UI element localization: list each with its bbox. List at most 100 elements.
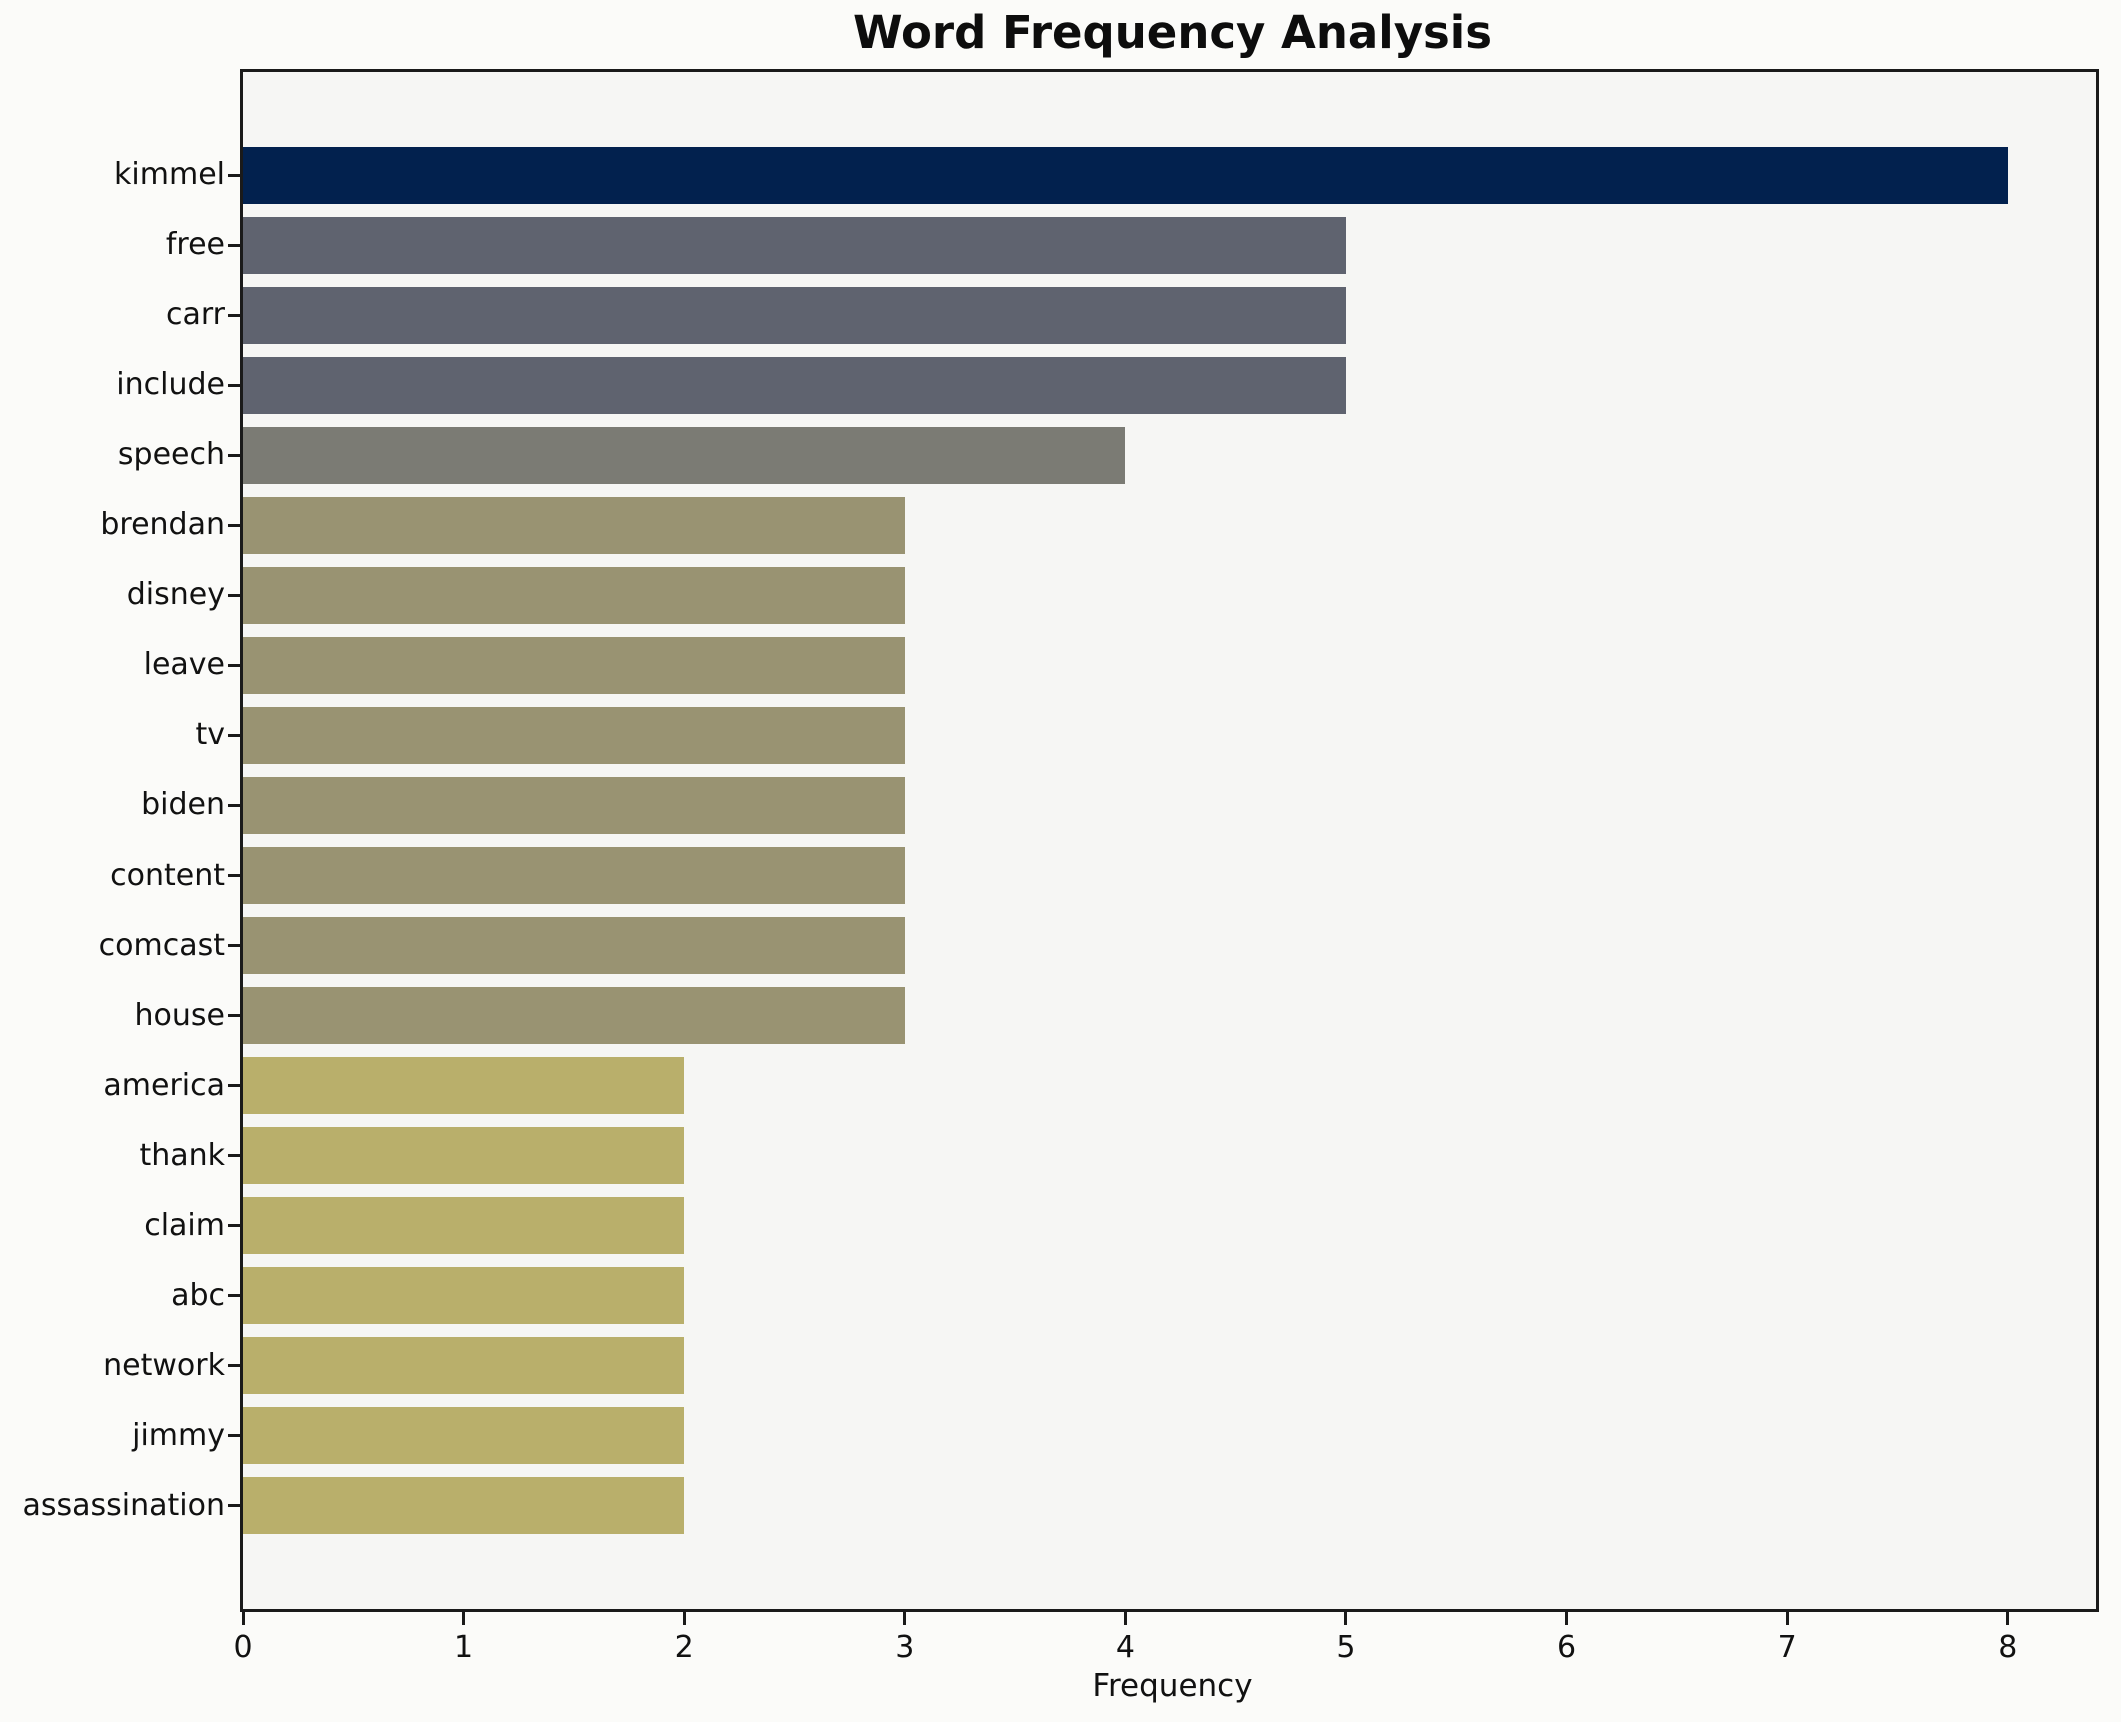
x-tick (241, 1612, 245, 1625)
y-tick (228, 803, 240, 807)
y-tick-label-disney: disney (126, 577, 225, 613)
bar-row (243, 146, 2096, 204)
bar-row (243, 1197, 2096, 1255)
bar-row (243, 636, 2096, 694)
x-tick (2006, 1612, 2010, 1625)
x-tick (462, 1612, 466, 1625)
x-tick-label-3: 3 (895, 1630, 915, 1665)
bar-include (243, 356, 1346, 414)
x-tick-label-7: 7 (1777, 1630, 1797, 1665)
y-tick-label-house: house (134, 997, 225, 1033)
bar-biden (243, 776, 905, 834)
y-tick (228, 663, 240, 667)
x-tick (682, 1612, 686, 1625)
y-tick-label-kimmel: kimmel (114, 157, 225, 193)
y-tick (228, 1224, 240, 1228)
y-tick-label-america: america (103, 1067, 225, 1103)
bar-row (243, 286, 2096, 344)
bar-assassination (243, 1477, 685, 1535)
bar-row (243, 847, 2096, 905)
y-tick (228, 453, 240, 457)
y-tick-label-speech: speech (117, 437, 225, 473)
bar-tv (243, 706, 905, 764)
x-tick (903, 1612, 907, 1625)
y-tick-label-biden: biden (141, 787, 225, 823)
bar-row (243, 987, 2096, 1045)
y-tick-label-assassination: assassination (22, 1487, 226, 1523)
bar-leave (243, 636, 905, 694)
bar-jimmy (243, 1407, 685, 1465)
bar-row (243, 1267, 2096, 1325)
bar-speech (243, 426, 1126, 484)
x-tick-label-2: 2 (674, 1630, 694, 1665)
bar-row (243, 706, 2096, 764)
y-tick-label-free: free (165, 227, 225, 263)
bar-row (243, 776, 2096, 834)
y-tick-label-include: include (116, 367, 225, 403)
y-tick (228, 383, 240, 387)
y-tick (228, 733, 240, 737)
bar-row (243, 1337, 2096, 1395)
bar-row (243, 1477, 2096, 1535)
y-tick-label-leave: leave (143, 647, 225, 683)
bar-row (243, 917, 2096, 975)
plot-area (240, 69, 2099, 1612)
x-tick (1123, 1612, 1127, 1625)
y-tick (228, 523, 240, 527)
y-tick (228, 593, 240, 597)
y-tick-label-brendan: brendan (100, 507, 225, 543)
bar-kimmel (243, 146, 2008, 204)
x-tick-label-1: 1 (454, 1630, 474, 1665)
y-tick (228, 1084, 240, 1088)
bar-comcast (243, 917, 905, 975)
bar-row (243, 1407, 2096, 1465)
x-tick (1344, 1612, 1348, 1625)
y-tick (228, 1504, 240, 1508)
x-tick-label-4: 4 (1115, 1630, 1135, 1665)
y-tick (228, 874, 240, 878)
x-tick (1785, 1612, 1789, 1625)
x-axis-title: Frequency (1092, 1668, 1253, 1704)
bar-row (243, 496, 2096, 554)
bars-layer (243, 72, 2096, 1609)
y-tick-label-tv: tv (195, 717, 225, 753)
bar-carr (243, 286, 1346, 344)
y-tick-label-jimmy: jimmy (132, 1417, 225, 1453)
x-tick-label-8: 8 (1998, 1630, 2018, 1665)
bar-brendan (243, 496, 905, 554)
bar-claim (243, 1197, 685, 1255)
y-tick (228, 944, 240, 948)
y-tick (228, 243, 240, 247)
y-tick (228, 1014, 240, 1018)
bar-row (243, 566, 2096, 624)
y-tick-label-network: network (103, 1347, 225, 1383)
bar-free (243, 216, 1346, 274)
y-tick-label-content: content (110, 857, 225, 893)
x-tick-label-6: 6 (1557, 1630, 1577, 1665)
x-tick-label-0: 0 (233, 1630, 253, 1665)
bar-house (243, 987, 905, 1045)
y-tick (228, 1294, 240, 1298)
bar-row (243, 356, 2096, 414)
x-tick (1565, 1612, 1569, 1625)
chart-title: Word Frequency Analysis (852, 6, 1493, 59)
bar-network (243, 1337, 685, 1395)
bar-content (243, 847, 905, 905)
y-tick (228, 1154, 240, 1158)
y-tick-label-comcast: comcast (98, 927, 225, 963)
y-tick-label-carr: carr (165, 297, 225, 333)
bar-row (243, 1057, 2096, 1115)
bar-row (243, 1127, 2096, 1185)
bar-abc (243, 1267, 685, 1325)
y-tick (228, 1434, 240, 1438)
bar-row (243, 216, 2096, 274)
y-tick-label-claim: claim (144, 1207, 225, 1243)
bar-row (243, 426, 2096, 484)
x-tick-label-5: 5 (1336, 1630, 1356, 1665)
y-tick-label-abc: abc (171, 1277, 225, 1313)
y-tick (228, 313, 240, 317)
y-tick-label-thank: thank (139, 1137, 225, 1173)
y-tick (228, 173, 240, 177)
bar-thank (243, 1127, 685, 1185)
